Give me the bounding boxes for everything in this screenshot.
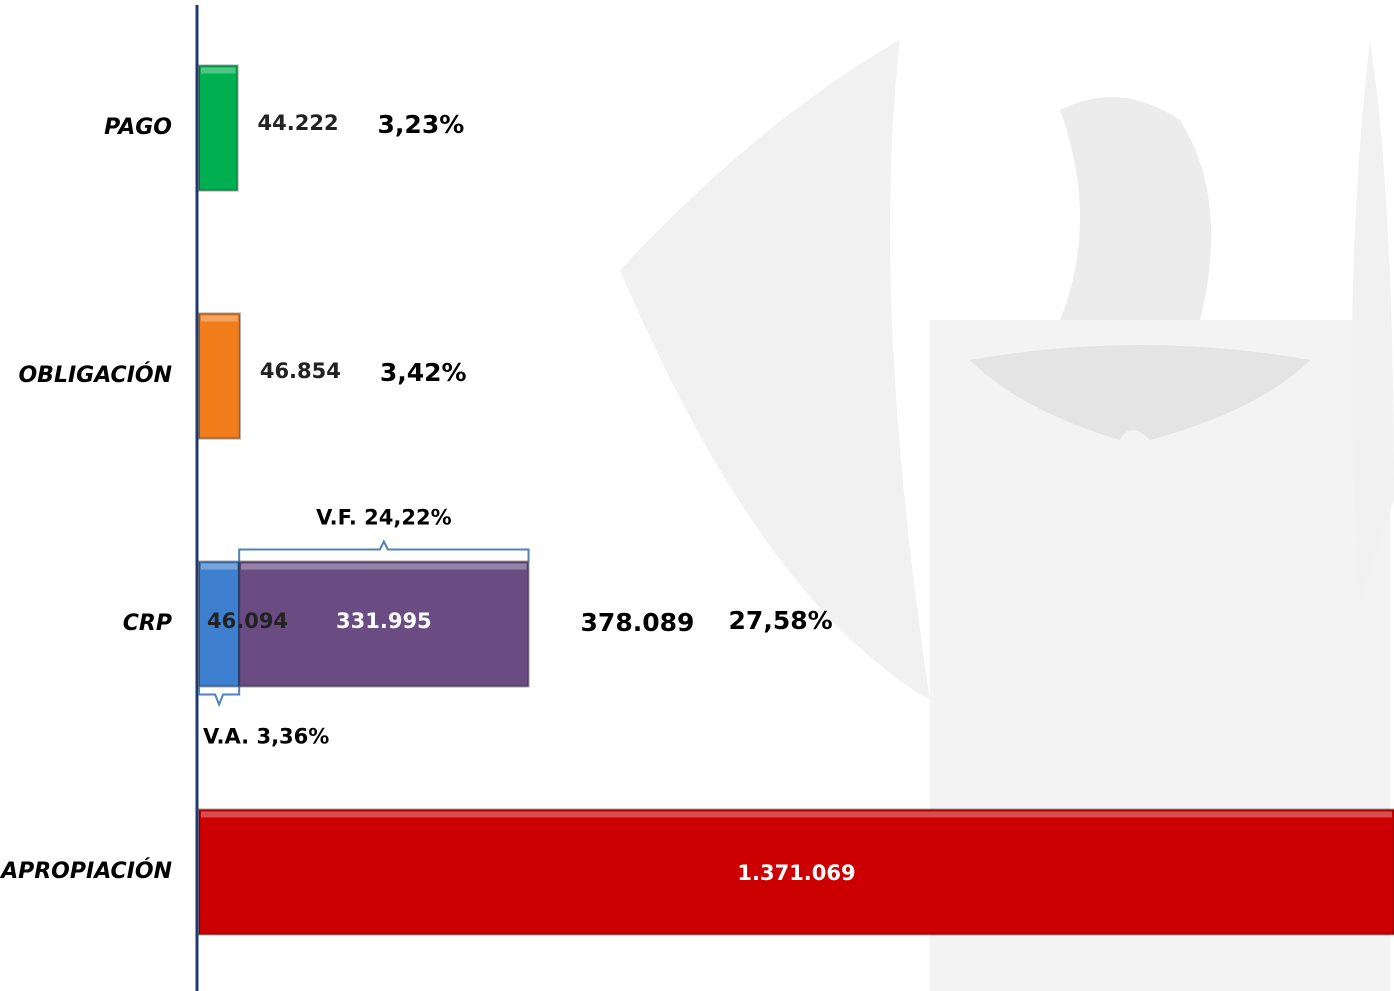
- bracket: [238, 539, 530, 562]
- bar-highlight: [241, 563, 527, 570]
- category-label: OBLIGACIÓN: [18, 362, 172, 388]
- value-label: 46.854: [260, 359, 341, 383]
- bar-highlight: [201, 315, 238, 322]
- bar: [198, 312, 241, 440]
- value-label: 1.371.069: [737, 861, 855, 885]
- bracket-label: V.A. 3,36%: [203, 725, 329, 749]
- bar: [198, 808, 1394, 936]
- value-label: 46.094: [207, 609, 288, 633]
- bar: [198, 64, 239, 192]
- bar: [238, 560, 530, 688]
- bar-highlight: [201, 811, 1392, 818]
- share-label: 27,58%: [729, 606, 833, 635]
- value-label: 331.995: [336, 609, 432, 633]
- bar-highlight: [201, 67, 236, 74]
- share-label: 3,23%: [378, 110, 465, 139]
- category-label: PAGO: [104, 115, 172, 140]
- bar: [198, 560, 241, 688]
- total-label: 378.089: [581, 608, 695, 637]
- category-label: CRP: [123, 611, 172, 636]
- share-label: 3,42%: [380, 358, 467, 387]
- bracket: [198, 686, 241, 708]
- value-label: 44.222: [258, 111, 339, 135]
- category-label: APROPIACIÓN: [0, 858, 172, 884]
- bar-highlight: [201, 563, 238, 570]
- bracket-label: V.F. 24,22%: [316, 506, 452, 530]
